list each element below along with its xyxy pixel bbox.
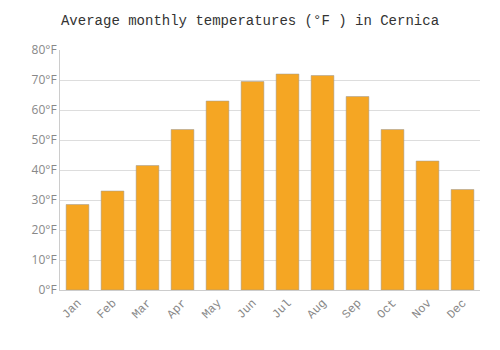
svg-text:Jan: Jan (59, 297, 84, 322)
svg-text:Jun: Jun (234, 297, 259, 322)
svg-text:70°F: 70°F (32, 71, 57, 88)
svg-text:Oct: Oct (374, 297, 399, 322)
svg-text:30°F: 30°F (32, 191, 57, 208)
svg-text:20°F: 20°F (32, 221, 57, 238)
svg-text:Average monthly temperatures (: Average monthly temperatures (°F ) in Ce… (61, 13, 439, 29)
svg-text:Sep: Sep (339, 297, 364, 322)
svg-text:Dec: Dec (444, 297, 469, 322)
svg-text:Apr: Apr (164, 297, 189, 322)
svg-text:May: May (199, 297, 224, 322)
svg-text:80°F: 80°F (32, 41, 57, 58)
svg-text:60°F: 60°F (32, 101, 57, 118)
svg-text:50°F: 50°F (32, 131, 57, 148)
svg-text:Mar: Mar (129, 297, 154, 322)
svg-text:Nov: Nov (409, 297, 434, 322)
svg-text:Feb: Feb (94, 297, 119, 322)
svg-text:Jul: Jul (269, 297, 294, 322)
svg-text:40°F: 40°F (32, 161, 57, 178)
svg-text:0°F: 0°F (38, 281, 56, 298)
svg-text:10°F: 10°F (32, 251, 57, 268)
svg-text:Aug: Aug (304, 297, 329, 322)
